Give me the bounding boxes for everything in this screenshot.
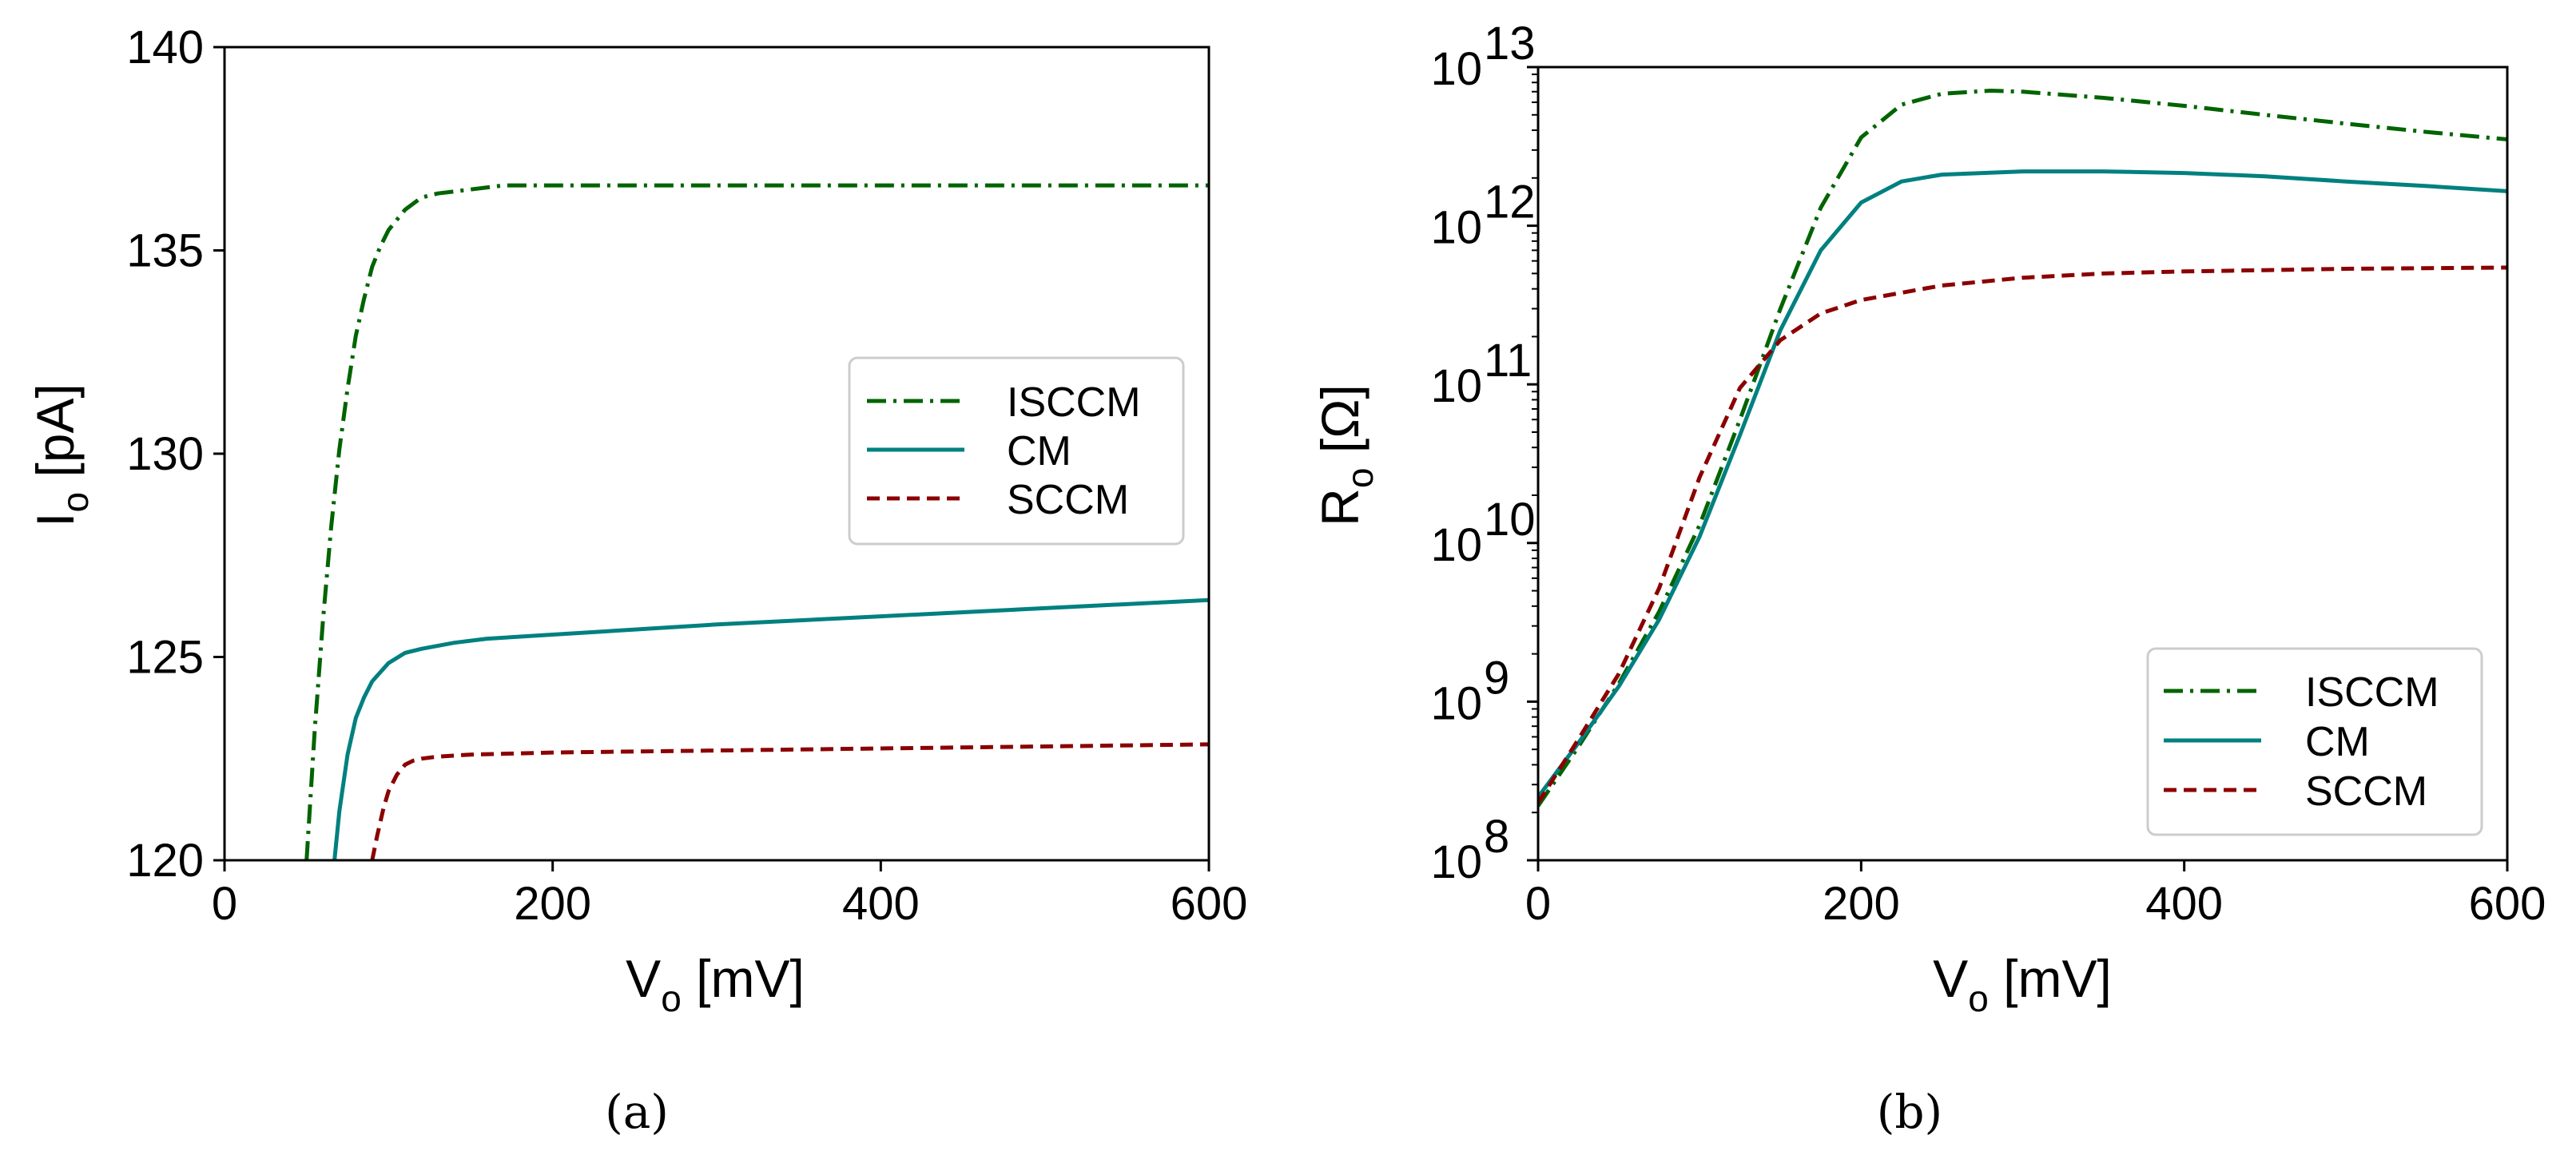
panel-b-legend-label-sccm: SCCM [2305, 768, 2427, 815]
panel-a-xlabel: Vo [mV] [626, 949, 805, 1019]
panel-a-xtick-label: 600 [1171, 878, 1248, 930]
panel-b-xtick-label: 200 [1823, 878, 1900, 930]
panel-b-ytick-exponent: 8 [1484, 811, 1509, 863]
panel-b-ytick-label: 10 [1430, 360, 1482, 412]
panel-b-ylabel: Ro [Ω] [1310, 384, 1381, 526]
panel-a-ylabel: Io [pA] [26, 383, 96, 527]
panel-a-xtick-label: 0 [212, 878, 237, 930]
panel-a-series-cm [332, 597, 1209, 860]
panel-b-legend-label-cm: CM [2305, 719, 2370, 765]
panel-a-legend-label-sccm: SCCM [1007, 477, 1129, 523]
panel-b-ytick-exponent: 12 [1484, 177, 1536, 228]
panel-b-xtick-label: 400 [2145, 878, 2223, 930]
panel-b-ytick-exponent: 13 [1484, 18, 1536, 69]
panel-b-ytick-label: 10 [1430, 836, 1482, 888]
panel-b-ytick-exponent: 10 [1484, 494, 1536, 546]
panel-a-xtick-label: 400 [842, 878, 920, 930]
panel-b-series-sccm [1538, 265, 2507, 804]
panel-b-ytick-exponent: 9 [1484, 652, 1509, 704]
panel-b-xtick-label: 0 [1525, 878, 1551, 930]
panel-b-ytick-label: 10 [1430, 202, 1482, 254]
panel-b-xtick-label: 600 [2469, 878, 2546, 930]
panel-a-legend-label-isccm: ISCCM [1007, 379, 1141, 426]
panel-a-series-isccm [304, 183, 1209, 860]
panel-a-series-sccm [370, 742, 1209, 860]
panel-a-xtick-label: 200 [514, 878, 591, 930]
panel-b-legend-label-isccm: ISCCM [2305, 669, 2439, 716]
panel-a-legend-label-cm: CM [1007, 428, 1071, 474]
panel-a-ytick-label: 125 [126, 632, 204, 684]
panel-a-legend: ISCCM CM SCCM [848, 356, 1185, 546]
panel-b-ytick-label: 10 [1430, 519, 1482, 571]
panel-b-ytick-label: 10 [1430, 677, 1482, 729]
panel-b-caption: (b) [1877, 1085, 1942, 1139]
panel-a-caption: (a) [605, 1085, 669, 1139]
panel-b-series-isccm [1538, 89, 2507, 808]
panel-b-legend: ISCCM CM SCCM [2146, 647, 2483, 836]
panel-a: 0 200 400 600 120 125 130 135 140 Io [pA] Vo [mV… [26, 22, 1247, 1139]
panel-a-ytick-label: 135 [126, 225, 204, 277]
panel-a-ytick-label: 140 [126, 22, 204, 73]
panel-a-ytick-label: 120 [126, 835, 204, 887]
panel-b-xlabel: Vo [mV] [1933, 949, 2112, 1019]
panel-b-ytick-label: 10 [1430, 43, 1482, 95]
panel-a-ytick-label: 130 [126, 428, 204, 480]
panel-b-ytick-exponent: 11 [1484, 335, 1532, 387]
panel-b-plot-frame [1536, 65, 2509, 862]
panel-b-series-cm [1538, 169, 2507, 799]
